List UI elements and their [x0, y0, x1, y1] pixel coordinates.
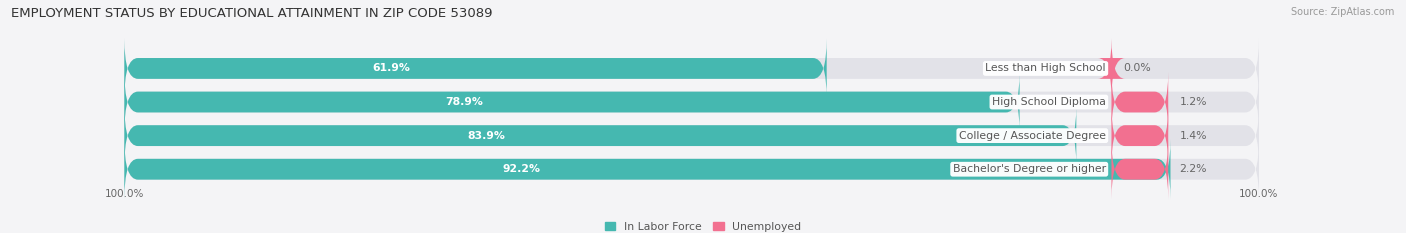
Text: 100.0%: 100.0% — [104, 189, 143, 199]
FancyBboxPatch shape — [1098, 38, 1125, 98]
Text: College / Associate Degree: College / Associate Degree — [959, 131, 1105, 141]
Text: High School Diploma: High School Diploma — [991, 97, 1105, 107]
Text: 1.4%: 1.4% — [1180, 131, 1208, 141]
Text: 1.2%: 1.2% — [1180, 97, 1208, 107]
Text: Bachelor's Degree or higher: Bachelor's Degree or higher — [953, 164, 1105, 174]
Text: EMPLOYMENT STATUS BY EDUCATIONAL ATTAINMENT IN ZIP CODE 53089: EMPLOYMENT STATUS BY EDUCATIONAL ATTAINM… — [11, 7, 492, 20]
Text: 83.9%: 83.9% — [467, 131, 505, 141]
Text: Source: ZipAtlas.com: Source: ZipAtlas.com — [1291, 7, 1395, 17]
FancyBboxPatch shape — [124, 72, 1258, 132]
FancyBboxPatch shape — [1112, 106, 1168, 165]
Text: 78.9%: 78.9% — [446, 97, 484, 107]
FancyBboxPatch shape — [124, 38, 1258, 98]
FancyBboxPatch shape — [124, 72, 1019, 132]
Text: 61.9%: 61.9% — [373, 63, 411, 73]
FancyBboxPatch shape — [1112, 72, 1168, 132]
Text: 2.2%: 2.2% — [1180, 164, 1208, 174]
FancyBboxPatch shape — [124, 106, 1258, 165]
FancyBboxPatch shape — [124, 106, 1077, 165]
FancyBboxPatch shape — [124, 139, 1258, 199]
FancyBboxPatch shape — [124, 139, 1170, 199]
Legend: In Labor Force, Unemployed: In Labor Force, Unemployed — [605, 222, 801, 232]
FancyBboxPatch shape — [1112, 139, 1168, 199]
Text: 100.0%: 100.0% — [1239, 189, 1278, 199]
Text: 0.0%: 0.0% — [1123, 63, 1150, 73]
Text: 92.2%: 92.2% — [503, 164, 541, 174]
Text: Less than High School: Less than High School — [986, 63, 1105, 73]
FancyBboxPatch shape — [124, 38, 827, 98]
